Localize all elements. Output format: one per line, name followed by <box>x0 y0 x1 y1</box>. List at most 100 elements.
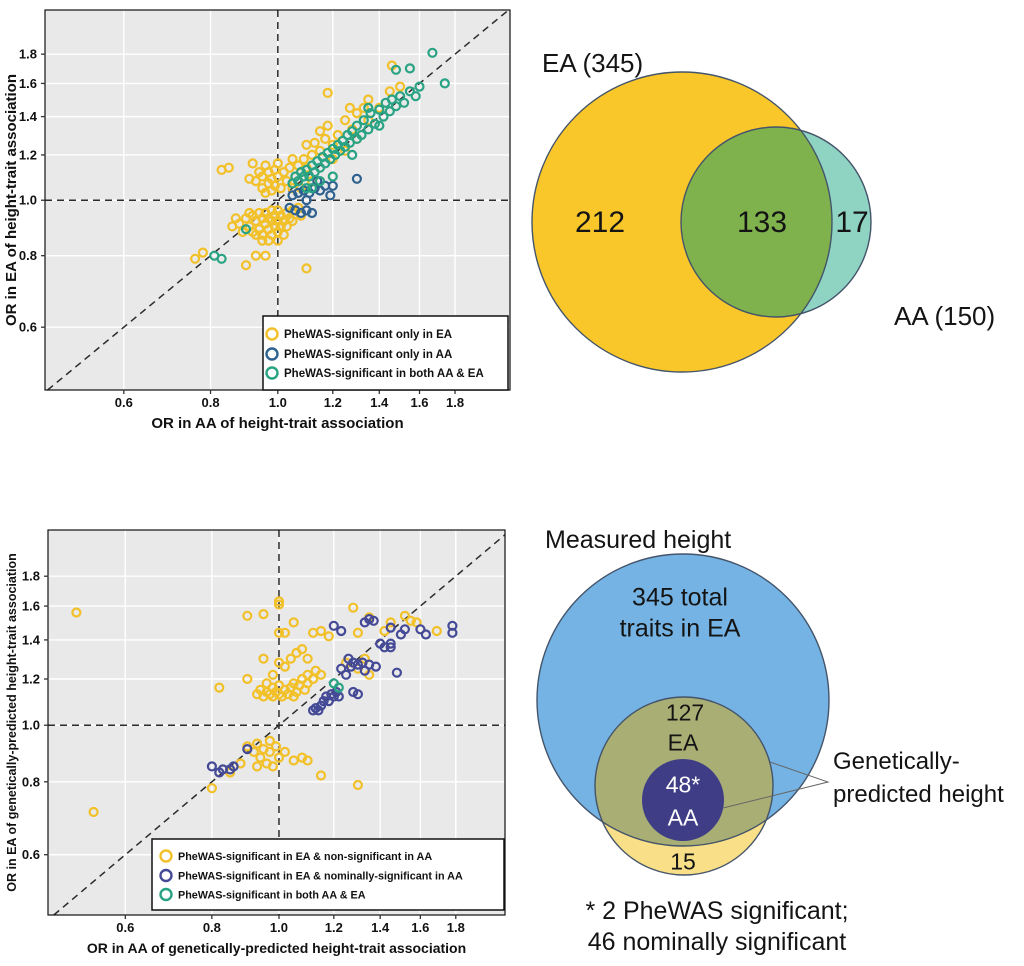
y-tick-label: 1.8 <box>22 569 40 584</box>
data-point <box>447 627 458 638</box>
data-point <box>242 744 253 755</box>
data-point <box>240 260 252 271</box>
data-point <box>378 111 389 122</box>
overlap-count: 133 <box>736 206 788 239</box>
data-point <box>228 761 239 772</box>
x-tick-label: 0.6 <box>115 395 133 410</box>
series-1 <box>206 613 458 778</box>
data-point <box>368 615 379 626</box>
callout-label-line1: Genetically- <box>833 748 960 775</box>
y-tick-label: 1.6 <box>19 76 37 91</box>
x-tick-label: 1.8 <box>446 395 464 410</box>
data-point <box>287 154 298 165</box>
x-tick-label: 0.6 <box>116 920 134 935</box>
data-point <box>273 599 285 610</box>
data-point <box>257 235 268 246</box>
footnote-line1: * 2 PheWAS significant; <box>585 897 849 925</box>
data-point <box>314 176 326 187</box>
data-point <box>415 624 426 635</box>
y-tick-label: 1.0 <box>19 193 37 208</box>
legend-marker <box>159 887 173 902</box>
x-tick-label: 1.6 <box>410 395 428 410</box>
data-point <box>301 183 312 194</box>
data-point <box>279 627 290 638</box>
data-point <box>206 761 217 772</box>
identity-line <box>53 534 506 916</box>
data-point <box>242 610 253 621</box>
data-point <box>278 229 289 240</box>
data-point <box>71 607 82 618</box>
data-point <box>327 180 338 191</box>
data-point <box>404 86 415 97</box>
data-point <box>327 139 338 150</box>
legend-marker <box>265 347 279 361</box>
data-point <box>257 229 268 240</box>
data-point <box>285 653 296 664</box>
data-point <box>344 102 355 114</box>
data-point <box>293 187 304 198</box>
x-tick-label: 1.2 <box>325 920 343 935</box>
data-point <box>264 746 275 757</box>
data-point <box>356 129 367 141</box>
y-tick-label: 0.6 <box>19 320 37 335</box>
data-point <box>385 622 396 633</box>
data-point <box>410 91 421 102</box>
scatter-height-trait: 0.6 0.6 0.8 0.8 1.0 1.0 1.2 1.2 1.4 1.4 1.6 1.6 1.8 1… <box>0 0 512 445</box>
x-tick-label: 1.0 <box>270 920 288 935</box>
data-point <box>395 81 406 92</box>
data-point <box>431 625 442 637</box>
y-tick-label: 0.8 <box>19 248 37 263</box>
data-point <box>358 102 369 114</box>
data-point <box>260 187 271 198</box>
data-point <box>302 653 313 664</box>
data-point <box>267 669 278 680</box>
data-point <box>250 250 261 261</box>
data-point <box>287 215 298 227</box>
data-point <box>399 610 410 621</box>
inner-name: AA <box>667 804 699 831</box>
data-point <box>352 689 363 700</box>
x-tick-label: 1.8 <box>447 920 465 935</box>
data-point <box>252 761 263 772</box>
legend-label: PheWAS-significant in EA & non-significa… <box>178 851 432 863</box>
scatter-genetic-height-trait-svg: 0.6 0.6 0.8 0.8 1.0 1.0 1.2 1.2 1.4 1.4 1.6 1.6 1.8 1… <box>5 529 506 956</box>
data-point <box>427 47 438 58</box>
legend-marker <box>265 327 279 341</box>
data-point <box>347 149 358 160</box>
data-point <box>363 102 374 114</box>
data-point <box>301 195 312 206</box>
data-point <box>287 190 298 201</box>
data-point <box>348 657 359 668</box>
data-point <box>306 207 318 219</box>
data-point <box>267 761 278 772</box>
x-tick-label: 1.6 <box>411 920 429 935</box>
data-point <box>306 183 318 194</box>
data-point <box>302 755 313 766</box>
legend-label: PheWAS-significant in EA & nominally-sig… <box>178 871 463 883</box>
data-point <box>327 171 338 182</box>
y-tick-label: 1.2 <box>22 672 40 687</box>
data-point <box>322 120 333 131</box>
data-point <box>298 154 309 165</box>
callout-label-line2: predicted height <box>833 781 1004 808</box>
data-point <box>358 115 369 126</box>
callout-pointer-lines <box>722 761 830 809</box>
identity-line <box>47 9 510 391</box>
data-point <box>399 97 410 108</box>
y-tick-label: 0.6 <box>22 847 40 862</box>
data-point <box>340 145 351 156</box>
venn-ea-aa-svg <box>531 71 872 373</box>
data-point <box>385 617 396 628</box>
scatter-height-trait-svg: 0.6 0.6 0.8 0.8 1.0 1.0 1.2 1.2 1.4 1.4 1.6 1.6 1.8 1… <box>3 9 511 432</box>
mid-count: 127 <box>665 699 705 726</box>
data-point <box>273 627 285 638</box>
data-point <box>439 78 450 89</box>
data-point <box>273 752 285 763</box>
aa-circle-outline <box>680 126 872 318</box>
legend-box <box>151 838 505 911</box>
measured-height-outline <box>536 553 830 847</box>
y-tick-label: 1.2 <box>19 147 37 162</box>
data-point <box>260 250 271 261</box>
data-point <box>273 657 285 668</box>
data-point <box>325 190 336 201</box>
